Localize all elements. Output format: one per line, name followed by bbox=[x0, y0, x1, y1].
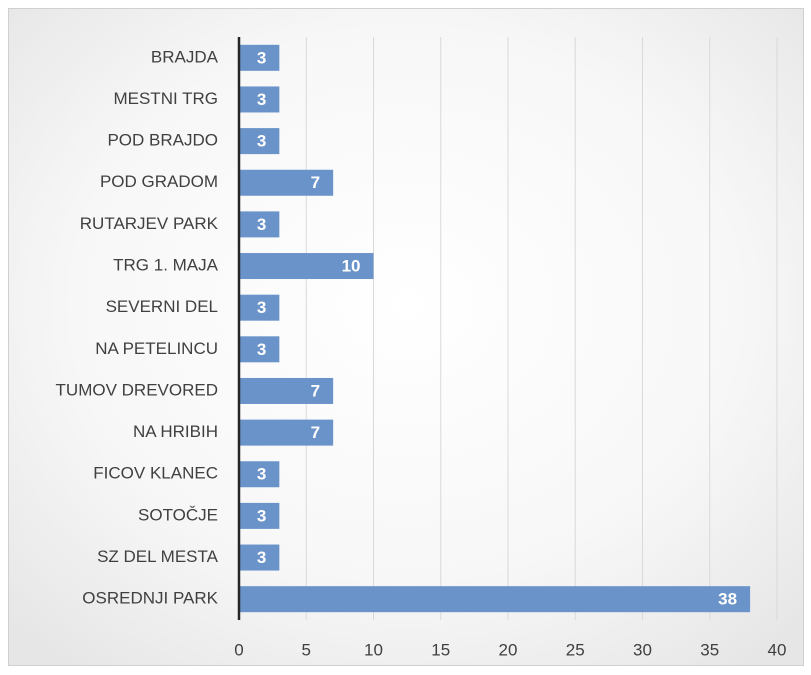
bar bbox=[239, 544, 280, 571]
value-label: 3 bbox=[257, 340, 266, 359]
y-tick-label: SZ DEL MESTA bbox=[97, 547, 219, 566]
value-label: 3 bbox=[257, 132, 266, 151]
value-label: 3 bbox=[257, 215, 266, 234]
bar bbox=[239, 169, 334, 196]
x-tick-label: 15 bbox=[431, 640, 450, 659]
x-tick-label: 20 bbox=[499, 640, 518, 659]
y-tick-label: MESTNI TRG bbox=[113, 89, 218, 108]
value-label: 7 bbox=[311, 381, 320, 400]
y-tick-label: FICOV KLANEC bbox=[93, 464, 218, 483]
x-tick-label: 30 bbox=[633, 640, 652, 659]
x-tick-label: 40 bbox=[768, 640, 787, 659]
x-tick-label: 25 bbox=[566, 640, 585, 659]
value-label: 3 bbox=[257, 298, 266, 317]
x-tick-label: 10 bbox=[364, 640, 383, 659]
value-label: 3 bbox=[257, 548, 266, 567]
x-tick-label: 0 bbox=[234, 640, 243, 659]
y-tick-label: SEVERNI DEL bbox=[106, 297, 218, 316]
y-tick-label: SOTOČJE bbox=[138, 505, 218, 524]
value-label: 3 bbox=[257, 90, 266, 109]
bar bbox=[239, 211, 280, 238]
value-label: 3 bbox=[257, 48, 266, 67]
x-tick-label: 5 bbox=[302, 640, 311, 659]
bar bbox=[239, 336, 280, 363]
y-tick-label: BRAJDA bbox=[151, 47, 219, 66]
bar bbox=[239, 86, 280, 113]
y-tick-label: TRG 1. MAJA bbox=[113, 256, 219, 275]
bar bbox=[239, 294, 280, 321]
x-tick-label: 35 bbox=[700, 640, 719, 659]
bar bbox=[239, 586, 751, 613]
bar bbox=[239, 419, 334, 446]
bar bbox=[239, 461, 280, 488]
bar bbox=[239, 44, 280, 71]
value-label: 38 bbox=[718, 590, 737, 609]
bar bbox=[239, 253, 374, 280]
bar bbox=[239, 502, 280, 529]
y-tick-label: TUMOV DREVORED bbox=[56, 380, 218, 399]
value-label: 3 bbox=[257, 506, 266, 525]
y-tick-label: OSREDNJI PARK bbox=[82, 589, 218, 608]
bar bbox=[239, 377, 334, 404]
y-tick-label: POD GRADOM bbox=[100, 172, 218, 191]
value-label: 7 bbox=[311, 173, 320, 192]
chart-frame bbox=[8, 8, 804, 666]
y-tick-label: NA HRIBIH bbox=[133, 422, 218, 441]
value-label: 3 bbox=[257, 465, 266, 484]
value-label: 10 bbox=[342, 257, 361, 276]
y-tick-label: NA PETELINCU bbox=[95, 339, 218, 358]
bar bbox=[239, 128, 280, 155]
y-tick-label: RUTARJEV PARK bbox=[80, 214, 219, 233]
value-label: 7 bbox=[311, 423, 320, 442]
y-tick-label: POD BRAJDO bbox=[107, 131, 218, 150]
